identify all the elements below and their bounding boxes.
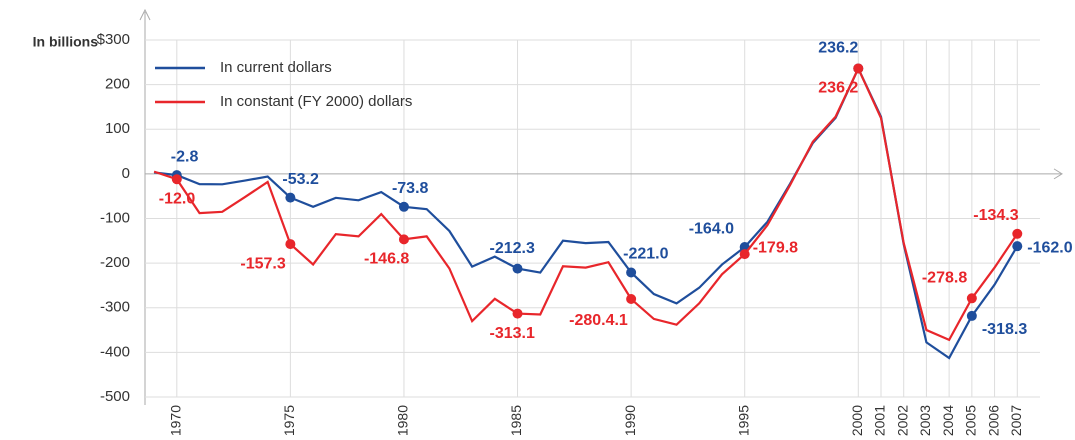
- data-label: 236.2: [818, 80, 858, 97]
- x-tick-label: 1980: [395, 405, 411, 436]
- data-point: [171, 174, 182, 185]
- x-tick-label: 2007: [1008, 405, 1024, 436]
- data-label: -53.2: [282, 171, 319, 188]
- x-tick-label: 2003: [917, 405, 933, 436]
- data-label: -313.1: [490, 325, 535, 342]
- data-point: [853, 63, 864, 74]
- data-label: -280.4.1: [569, 312, 628, 329]
- y-tick-label: -400: [100, 343, 130, 360]
- y-tick-label: -300: [100, 299, 130, 316]
- data-label: -179.8: [753, 239, 798, 256]
- legend-label: In constant (FY 2000) dollars: [220, 93, 412, 110]
- legend-label: In current dollars: [220, 59, 332, 76]
- data-label: -164.0: [689, 220, 734, 237]
- data-point: [398, 234, 409, 245]
- data-label: -318.3: [982, 321, 1027, 338]
- data-point: [626, 294, 637, 305]
- y-tick-label: 100: [105, 120, 130, 137]
- data-label: 236.2: [818, 40, 858, 57]
- data-label: -212.3: [490, 240, 535, 257]
- data-label: -12.0: [159, 190, 196, 207]
- data-point: [398, 201, 409, 212]
- data-point: [1012, 228, 1023, 239]
- data-label: -73.8: [392, 180, 429, 197]
- x-tick-label: 1975: [281, 405, 297, 436]
- data-label: -278.8: [922, 270, 967, 287]
- y-tick-label: 200: [105, 76, 130, 93]
- x-tick-label: 1985: [508, 405, 524, 436]
- data-point: [512, 263, 523, 274]
- data-label: -221.0: [623, 246, 668, 263]
- data-point: [1012, 241, 1023, 252]
- data-label: -134.3: [973, 207, 1018, 224]
- data-label: -157.3: [240, 255, 285, 272]
- x-tick-label: 1970: [168, 405, 184, 436]
- x-tick-label: 1990: [622, 405, 638, 436]
- x-tick-label: 2004: [940, 405, 956, 436]
- y-tick-label: 0: [122, 165, 130, 182]
- x-tick-label: 2001: [872, 405, 888, 436]
- y-tick-label: $300: [97, 31, 130, 48]
- data-label: -146.8: [364, 251, 409, 268]
- x-arrow: [1040, 168, 1063, 180]
- y-axis-label: In billions: [33, 34, 99, 50]
- x-tick-label: 2006: [985, 405, 1001, 436]
- data-point: [626, 267, 637, 278]
- data-point: [285, 192, 296, 203]
- y-tick-label: -200: [100, 254, 130, 271]
- y-tick-label: -500: [100, 388, 130, 405]
- x-tick-label: 2000: [849, 405, 865, 436]
- y-tick-label: -100: [100, 209, 130, 226]
- x-tick-label: 1995: [735, 405, 751, 436]
- data-point: [966, 293, 977, 304]
- data-point: [285, 239, 296, 250]
- series-line: [153, 65, 1019, 342]
- data-point: [512, 308, 523, 319]
- data-point: [739, 249, 750, 260]
- x-tick-label: 2002: [894, 405, 910, 436]
- data-label: -162.0: [1027, 239, 1072, 256]
- y-arrow: [139, 8, 151, 21]
- x-tick-label: 2005: [963, 405, 979, 436]
- data-label: -2.8: [171, 148, 199, 165]
- data-point: [966, 310, 977, 321]
